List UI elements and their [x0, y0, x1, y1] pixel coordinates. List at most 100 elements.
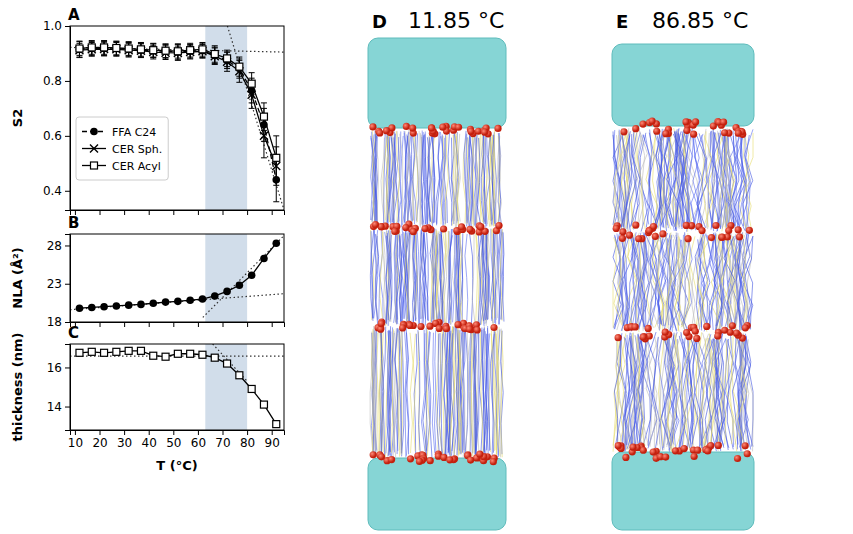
headgroup-bead	[613, 225, 620, 232]
x-tick-label: 70	[215, 436, 230, 450]
headgroup-bead	[720, 119, 727, 126]
lipid-tail	[432, 132, 435, 223]
lipid-tail	[386, 330, 389, 454]
lipid-tails	[613, 128, 753, 452]
x-tick-mark	[223, 430, 224, 435]
marker-circle	[76, 304, 84, 312]
headgroup-bead	[690, 131, 697, 138]
lipid-tail	[390, 326, 391, 451]
error-bar	[150, 43, 156, 57]
lipid-tail	[667, 131, 679, 227]
error-cap	[163, 57, 169, 58]
lipid-tail	[668, 133, 677, 227]
headgroup-bead	[652, 233, 659, 240]
lipid-tail	[715, 234, 722, 332]
error-cap	[187, 43, 193, 44]
lipid-tail	[478, 235, 481, 324]
y-axis-line	[65, 27, 71, 211]
error-cap	[163, 59, 169, 60]
marker-square	[76, 45, 83, 52]
lipid-tail	[682, 239, 688, 326]
lipid-tail	[391, 329, 394, 452]
headgroup-bead	[704, 447, 711, 454]
error-cap	[76, 57, 82, 58]
lipid-tail	[399, 235, 401, 321]
lipid-tail	[664, 133, 670, 225]
lipid-tail	[635, 336, 642, 445]
panel-0: 0.40.60.81.0AS2FFA C24CER Sph.CER Acyl	[10, 6, 285, 215]
y-tick-mark	[65, 26, 70, 27]
error-cap	[126, 41, 132, 42]
lipid-tail	[731, 232, 739, 328]
lipid-tail	[660, 332, 665, 444]
x-tick-mark	[247, 210, 248, 215]
lipid-tail	[495, 332, 499, 455]
lipid-tail	[451, 327, 455, 457]
y-tick-label: 28	[47, 239, 62, 253]
error-cap	[163, 43, 169, 44]
x-axis-title: T (°C)	[156, 458, 197, 473]
error-bar	[126, 43, 132, 57]
lipid-tail	[386, 236, 388, 324]
x-tick	[124, 322, 125, 327]
y-tick-mark	[65, 81, 70, 82]
lipid-tail	[722, 234, 730, 329]
lipid-tail	[465, 234, 468, 321]
marker-square	[224, 55, 231, 62]
marker-circle	[174, 298, 182, 306]
lipid-tail	[470, 234, 473, 323]
lipid-tail	[406, 230, 410, 322]
x-tick-label: 30	[117, 436, 132, 450]
error-cap	[138, 57, 144, 58]
lipid-tail	[470, 137, 472, 221]
lipid-tail	[646, 332, 657, 445]
headgroup-bead	[729, 322, 736, 329]
error-bar	[199, 44, 205, 58]
lipid-tail	[441, 235, 444, 323]
y-tick: 16	[47, 361, 70, 375]
lipid-tail	[737, 130, 741, 230]
marker-square	[273, 421, 280, 428]
lipid-tail	[737, 338, 746, 450]
transition-band	[205, 26, 247, 210]
headgroup-bead	[446, 456, 453, 463]
headgroup-bead	[742, 324, 749, 331]
headgroup-bead	[684, 235, 691, 242]
headgroup-bead	[428, 125, 435, 132]
lipid-tail	[372, 230, 375, 318]
headgroup-bead	[410, 228, 417, 235]
lipid-tail	[443, 326, 446, 455]
headgroup-bead	[422, 225, 429, 232]
y-tick-label: 23	[47, 277, 62, 291]
error-bar	[236, 57, 242, 76]
error-cap	[212, 45, 218, 46]
x-tick-mark	[272, 210, 273, 215]
x-tick-mark	[100, 322, 101, 327]
lipid-tail	[397, 131, 400, 227]
error-cap	[187, 57, 193, 58]
headgroup-bead	[427, 457, 434, 464]
lipid-tail	[486, 131, 490, 226]
lipid-tail	[636, 332, 647, 449]
lipid-tail	[613, 131, 622, 225]
error-bar	[150, 44, 156, 58]
x-tick-mark	[173, 210, 174, 215]
lipid-tail	[659, 337, 665, 446]
water-slab	[612, 44, 754, 126]
headgroup-bead	[694, 447, 701, 454]
marker-circle	[113, 302, 121, 310]
error-bar	[126, 42, 132, 56]
lipid-tail	[394, 230, 396, 323]
lipid-tail	[647, 332, 657, 448]
x-tick-mark	[272, 430, 273, 435]
marker-square	[187, 350, 194, 357]
lipid-tail	[650, 337, 659, 449]
error-cap	[113, 41, 119, 42]
lipid-tail	[704, 135, 712, 224]
marker-square	[199, 351, 206, 358]
headgroup-bead	[476, 451, 483, 458]
x-tick	[223, 210, 224, 215]
headgroup-bead	[426, 323, 433, 330]
y-axis-line	[65, 235, 71, 323]
lipid-tail	[613, 238, 616, 327]
